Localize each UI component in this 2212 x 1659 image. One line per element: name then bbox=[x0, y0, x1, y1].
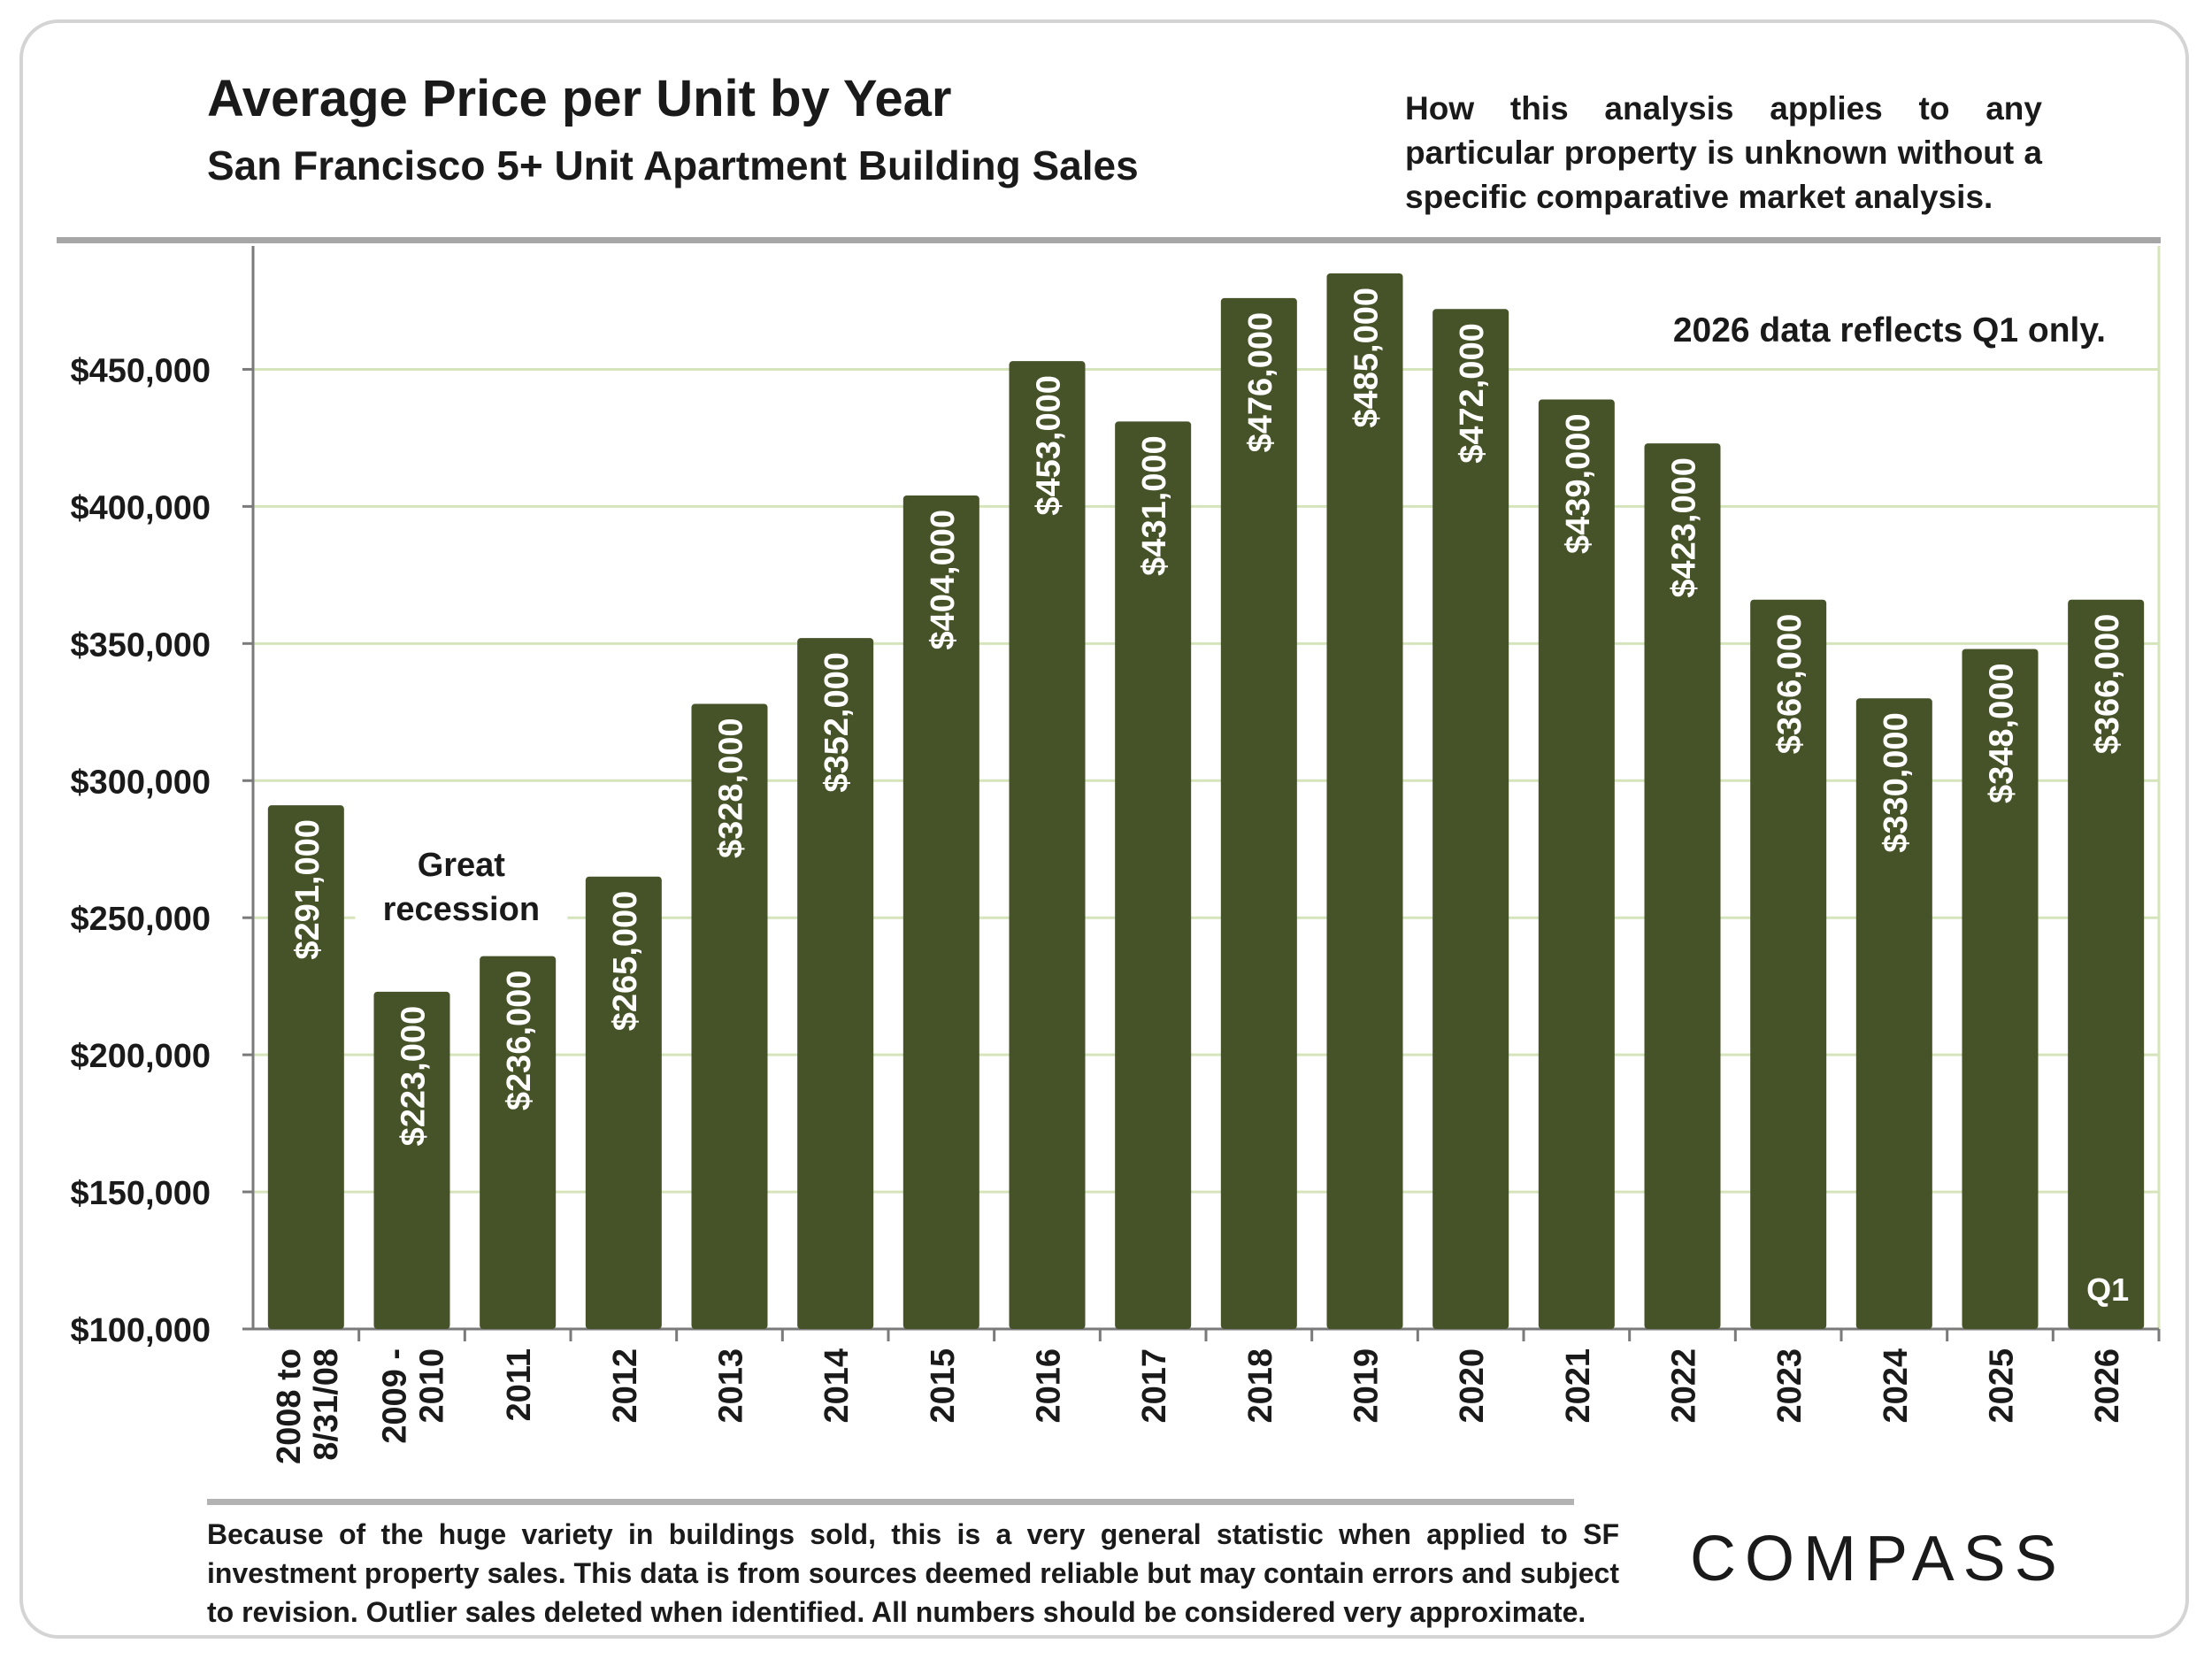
footer-text: Because of the huge variety in buildings… bbox=[207, 1518, 1619, 1628]
x-category-label: 2025 bbox=[1984, 1348, 2021, 1424]
x-category-label: 2017 bbox=[1136, 1348, 1173, 1424]
bar bbox=[1432, 309, 1509, 1329]
x-category-label: 2014 bbox=[818, 1348, 856, 1424]
x-category-label: 2013 bbox=[713, 1348, 750, 1424]
x-category-label: 2021 bbox=[1560, 1348, 1597, 1424]
y-tick-label: $200,000 bbox=[71, 1038, 211, 1075]
bar-value-label: $223,000 bbox=[396, 1006, 433, 1147]
recession-annotation-bg bbox=[355, 839, 568, 936]
bar bbox=[373, 991, 450, 1329]
bar bbox=[1326, 273, 1403, 1330]
bar bbox=[1538, 399, 1615, 1330]
bar-value-label: $348,000 bbox=[1984, 664, 2021, 804]
y-tick-label: $400,000 bbox=[71, 489, 211, 526]
bar-value-label: $330,000 bbox=[1878, 712, 1915, 853]
x-category-label: 2019 bbox=[1348, 1348, 1386, 1424]
x-category-label: 2023 bbox=[1771, 1348, 1809, 1424]
bar bbox=[1855, 698, 1932, 1329]
bar-value-label: $236,000 bbox=[501, 971, 538, 1111]
x-category-label: 2010 bbox=[414, 1348, 451, 1424]
x-category-label: 2016 bbox=[1031, 1348, 1068, 1424]
bar-value-label: $366,000 bbox=[1771, 614, 1809, 755]
bar bbox=[902, 495, 979, 1329]
x-category-label: 2012 bbox=[607, 1348, 644, 1424]
x-category-label: 2020 bbox=[1454, 1348, 1491, 1424]
q1-marker: Q1 bbox=[2086, 1271, 2129, 1308]
bar-value-label: $423,000 bbox=[1666, 457, 1703, 598]
bar-value-label: $485,000 bbox=[1348, 288, 1386, 428]
y-tick-label: $100,000 bbox=[71, 1312, 211, 1349]
chart-title: Average Price per Unit by Year bbox=[207, 70, 952, 127]
y-tick-label: $350,000 bbox=[71, 626, 211, 664]
bar bbox=[2068, 599, 2145, 1329]
recession-annotation: Great bbox=[418, 847, 506, 884]
bar bbox=[1220, 297, 1297, 1329]
x-category-label: 2008 to bbox=[271, 1348, 308, 1464]
footer-divider bbox=[207, 1499, 1574, 1505]
bar bbox=[1009, 361, 1086, 1329]
bar-value-label: $352,000 bbox=[818, 652, 856, 793]
bar bbox=[1115, 421, 1192, 1330]
recession-annotation: recession bbox=[383, 891, 540, 928]
bar-value-label: $366,000 bbox=[2089, 614, 2126, 755]
compass-logo: COMPASS bbox=[1690, 1524, 2066, 1591]
x-category-label: 2024 bbox=[1878, 1348, 1915, 1424]
x-category-label: 2026 bbox=[2089, 1348, 2126, 1424]
disclaimer-text: How this analysis applies to any particu… bbox=[1405, 90, 2042, 215]
bar bbox=[1962, 649, 2039, 1329]
bar bbox=[1750, 599, 1827, 1329]
top-divider bbox=[57, 237, 2161, 243]
bar-value-label: $439,000 bbox=[1560, 414, 1597, 555]
x-category-label: 8/31/08 bbox=[308, 1348, 345, 1461]
bar-value-label: $265,000 bbox=[607, 891, 644, 1032]
x-category-label: 2011 bbox=[501, 1348, 538, 1421]
bar bbox=[480, 956, 557, 1329]
y-tick-label: $150,000 bbox=[71, 1175, 211, 1212]
bar-value-label: $328,000 bbox=[713, 718, 750, 858]
y-tick-label: $250,000 bbox=[71, 901, 211, 938]
bar-value-label: $453,000 bbox=[1031, 375, 1068, 516]
bar bbox=[691, 703, 768, 1329]
chart-subtitle: San Francisco 5+ Unit Apartment Building… bbox=[207, 142, 1139, 188]
bar-value-label: $476,000 bbox=[1242, 312, 1279, 453]
bar bbox=[267, 805, 344, 1329]
bar bbox=[585, 876, 662, 1329]
logo-text: COMPASS bbox=[1690, 1524, 2066, 1591]
x-category-label: 2009 - bbox=[377, 1348, 414, 1444]
bar-value-label: $472,000 bbox=[1454, 323, 1491, 464]
bar bbox=[797, 638, 874, 1329]
bar bbox=[1644, 443, 1721, 1329]
q1-note: 2026 data reflects Q1 only. bbox=[1672, 311, 2106, 349]
x-category-label: 2015 bbox=[925, 1348, 962, 1424]
bar-value-label: $291,000 bbox=[289, 819, 326, 960]
x-category-label: 2022 bbox=[1666, 1348, 1703, 1424]
x-category-label: 2018 bbox=[1242, 1348, 1279, 1424]
bar-value-label: $404,000 bbox=[925, 510, 962, 650]
chart-frame bbox=[19, 19, 2189, 1639]
bar-chart: $100,000 $150,000 $200,000 $250,000 $300,000… bbox=[57, 237, 2161, 1464]
bar-value-label: $431,000 bbox=[1136, 435, 1173, 575]
y-tick-label: $300,000 bbox=[71, 764, 211, 801]
y-tick-label: $450,000 bbox=[71, 352, 211, 389]
